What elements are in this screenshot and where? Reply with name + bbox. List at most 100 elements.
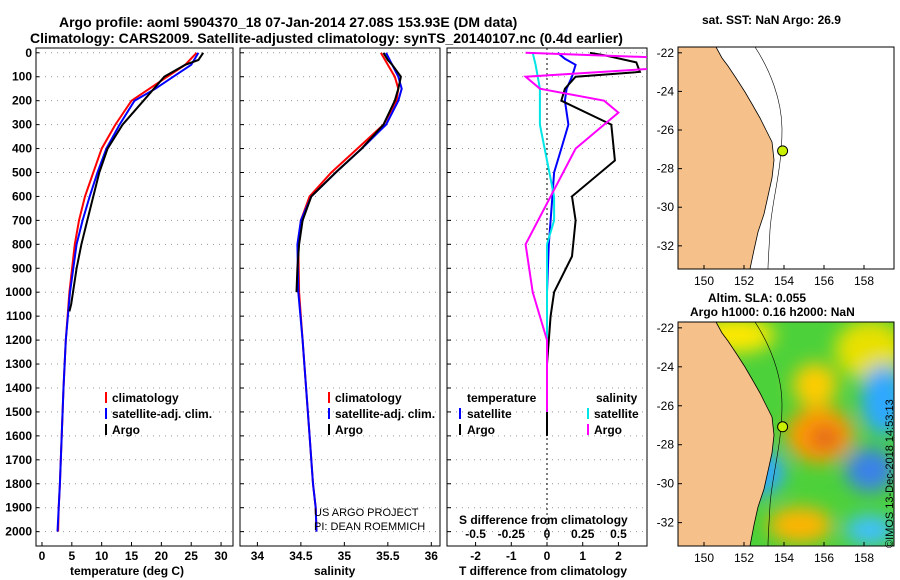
lon-tick-label: 156 [814, 551, 834, 565]
x-tick-label: 5 [68, 549, 75, 563]
legend-argo: Argo [335, 423, 363, 437]
depth-tick-label: 800 [12, 237, 32, 251]
x-tick-label: 30 [214, 549, 228, 563]
lat-tick-label: -28 [657, 438, 675, 452]
legend-sal-argo: Argo [594, 423, 622, 437]
depth-tick-label: 1300 [5, 357, 32, 371]
temperature-legend: climatology satellite-adj. clim. Argo [105, 391, 212, 437]
t-tick-label: 2 [615, 549, 622, 563]
legend-header-salinity: salinity [596, 391, 638, 405]
lat-tick-label: -32 [657, 239, 675, 253]
legend-argo: Argo [112, 423, 140, 437]
depth-tick-label: 700 [12, 213, 32, 227]
x-tick-label: 35.5 [376, 549, 400, 563]
sla-map [678, 322, 894, 546]
x-tick-label: 34.5 [289, 549, 313, 563]
sla-map-title-line1: Altim. SLA: 0.055 [708, 291, 806, 305]
x-tick-label: 25 [185, 549, 199, 563]
depth-tick-label: 1800 [5, 477, 32, 491]
map-ticks: 150 152 154 156 158 -22 -24 -26 -28 -30 -32 150 152 1… [657, 46, 875, 565]
x-tick-label: 20 [155, 549, 169, 563]
lat-tick-label: -30 [657, 200, 675, 214]
x-tick-label: 15 [125, 549, 139, 563]
depth-tick-label: 1700 [5, 453, 32, 467]
lon-tick-label: 158 [854, 274, 874, 288]
lat-tick-label: -22 [657, 321, 675, 335]
depth-tick-label: 1600 [5, 429, 32, 443]
depth-tick-label: 900 [12, 261, 32, 275]
t-tick-label: 0 [544, 549, 551, 563]
depth-tick-label: 1900 [5, 501, 32, 515]
t-tick-label: -1 [506, 549, 517, 563]
depth-tick-label: 300 [12, 118, 32, 132]
lat-tick-label: -22 [657, 46, 675, 60]
legend-climatology: climatology [112, 391, 179, 405]
depth-tick-label: 1200 [5, 333, 32, 347]
s-difference-axis-label: S difference from climatology [459, 513, 628, 527]
x-tick-label: 10 [95, 549, 109, 563]
series-line-salinity-satellite [531, 52, 556, 412]
lat-tick-label: -26 [657, 123, 675, 137]
series-line-temperature-argo [546, 51, 642, 436]
t-tick-label: -2 [470, 549, 481, 563]
salinity-axis-label: salinity [314, 564, 356, 578]
t-tick-label: 1 [579, 549, 586, 563]
profile-lines [56, 51, 647, 532]
s-tick-label: -0.5 [465, 527, 486, 541]
x-tick-label: 34 [251, 549, 265, 563]
lon-tick-label: 150 [694, 551, 714, 565]
x-tick-label: 35 [338, 549, 352, 563]
sst-map-frame [677, 46, 895, 270]
project-note-line2: PI: DEAN ROEMMICH [314, 521, 425, 533]
legend-climatology: climatology [335, 391, 402, 405]
depth-tick-label: 1500 [5, 405, 32, 419]
lon-tick-label: 152 [734, 551, 754, 565]
depth-tick-label: 100 [12, 70, 32, 84]
depth-tick-label: 1000 [5, 285, 32, 299]
lon-tick-label: 156 [814, 274, 834, 288]
salinity-profile-series [295, 52, 403, 532]
project-note-line1: US ARGO PROJECT [314, 507, 419, 519]
australia-land [678, 47, 775, 269]
sst-map-title: sat. SST: NaN Argo: 26.9 [702, 13, 841, 27]
series-line-satellite-adj-clim- [56, 52, 200, 532]
depth-tick-label: 500 [12, 166, 32, 180]
legend-temp-argo: Argo [467, 423, 495, 437]
sla-map-title-line2: Argo h1000: 0.16 h2000: NaN [690, 305, 855, 319]
temperature-axis-label: temperature (deg C) [70, 564, 184, 578]
depth-tick-label: 2000 [5, 525, 32, 539]
lon-tick-label: 154 [774, 551, 794, 565]
s-tick-label: -0.25 [498, 527, 526, 541]
difference-legend: temperature salinity satellite Argo sate… [459, 391, 639, 437]
australia-land [678, 322, 775, 546]
lat-tick-label: -24 [657, 360, 675, 374]
lat-tick-label: -28 [657, 162, 675, 176]
figure-title-line2: Climatology: CARS2009. Satellite-adjuste… [30, 30, 623, 46]
depth-contour [754, 322, 783, 546]
series-line-argo [295, 52, 402, 293]
figure-title-line1: Argo profile: aoml 5904370_18 07-Jan-201… [59, 14, 517, 30]
series-line-climatology [57, 52, 198, 532]
x-tick-label: 36 [425, 549, 439, 563]
temperature-profile-series [56, 52, 205, 532]
temperature-plot-frame [35, 47, 234, 547]
x-tick-label: 0 [39, 549, 46, 563]
depth-tick-label: 1400 [5, 381, 32, 395]
difference-profile-series [523, 51, 647, 436]
t-difference-axis-label: T difference from climatology [459, 564, 627, 578]
s-tick-label: 0.25 [571, 527, 595, 541]
sla-map-frame [677, 321, 895, 547]
lon-tick-label: 150 [694, 274, 714, 288]
lon-tick-label: 158 [854, 551, 874, 565]
legend-temp-satellite: satellite [467, 407, 512, 421]
depth-tick-label: 600 [12, 189, 32, 203]
lon-tick-label: 154 [774, 274, 794, 288]
imos-credit: ©IMOS 13-Dec-2018 14:53:13 [884, 399, 896, 548]
legend-sal-satellite: satellite [594, 407, 639, 421]
lat-tick-label: -30 [657, 477, 675, 491]
legend-satellite: satellite-adj. clim. [112, 407, 212, 421]
lat-tick-label: -32 [657, 516, 675, 530]
sst-map [678, 47, 894, 269]
legend-satellite: satellite-adj. clim. [335, 407, 435, 421]
